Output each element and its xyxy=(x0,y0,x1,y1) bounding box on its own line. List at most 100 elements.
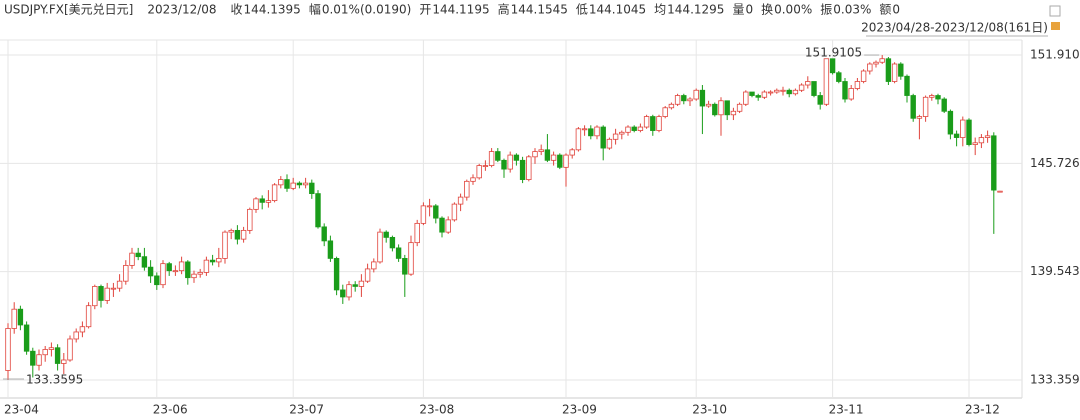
candle-body xyxy=(160,263,166,286)
candle-body xyxy=(42,349,48,356)
candle-body xyxy=(104,287,110,301)
candle-body xyxy=(30,350,36,366)
candle-body xyxy=(464,180,470,198)
candle-body xyxy=(408,242,414,275)
candle-body xyxy=(141,256,148,268)
candle-body xyxy=(755,95,761,98)
candle-body xyxy=(792,89,799,95)
candle-body xyxy=(451,203,458,221)
candle-body xyxy=(395,247,402,259)
candle-body xyxy=(234,229,241,240)
candle-body xyxy=(681,95,687,102)
candle-body xyxy=(569,149,575,156)
candle-body xyxy=(823,58,830,105)
candle-body xyxy=(842,81,848,100)
candle-body xyxy=(203,259,210,273)
candle-body xyxy=(228,229,234,233)
candle-body xyxy=(439,217,445,233)
candle-body xyxy=(507,154,513,170)
candle-body xyxy=(98,286,104,301)
candle-body xyxy=(321,226,327,242)
candle-body xyxy=(588,128,594,137)
candle-body xyxy=(829,58,836,74)
candle-body xyxy=(172,270,179,273)
candle-body xyxy=(420,205,427,224)
candle-body xyxy=(712,103,718,116)
candle-body xyxy=(457,196,464,205)
header-item: 振 xyxy=(820,3,832,17)
x-tick-label: 23-09 xyxy=(562,403,597,417)
candle-body xyxy=(526,156,532,180)
candle-body xyxy=(910,95,916,119)
header-item: 0.01%(0.0190) xyxy=(322,3,411,17)
header-item: USDJPY.FX[美元兑日元] xyxy=(4,3,133,17)
candle-body xyxy=(811,81,817,96)
y-tick-label: 139.5432 xyxy=(1030,264,1080,278)
candle-body xyxy=(123,265,129,282)
candle-body xyxy=(774,89,780,93)
candle-body xyxy=(550,154,557,161)
header-item: 低 xyxy=(576,3,588,17)
lock-icon[interactable] xyxy=(1051,22,1060,30)
candle-body xyxy=(36,354,42,366)
x-tick-label: 23-06 xyxy=(153,403,188,417)
date-range: 2023/04/28-2023/12/08(161日) xyxy=(861,21,1048,35)
settings-icon[interactable] xyxy=(1049,5,1061,17)
y-tick-label: 133.3595 xyxy=(1030,372,1080,386)
header-item: 均 xyxy=(654,3,666,17)
header-item: 高 xyxy=(498,2,510,17)
candle-body xyxy=(271,184,278,202)
candle-body xyxy=(656,116,662,131)
candle-body xyxy=(315,193,321,228)
x-tick-label: 23-08 xyxy=(419,403,454,417)
candle-body xyxy=(61,359,67,364)
candle-body xyxy=(798,84,805,91)
candle-body xyxy=(668,103,675,109)
candle-body xyxy=(383,231,389,238)
header-item: 144.1045 xyxy=(589,3,646,17)
candle-body xyxy=(873,61,879,65)
header-item: 144.1545 xyxy=(511,3,568,17)
candle-body xyxy=(767,91,774,94)
candle-body xyxy=(67,338,73,361)
candle-body xyxy=(278,179,284,186)
candle-body xyxy=(377,231,383,263)
candle-body xyxy=(296,182,303,186)
candle-body xyxy=(85,305,92,328)
candle-body xyxy=(110,287,117,290)
candle-body xyxy=(488,151,495,166)
candle-body xyxy=(532,151,538,158)
candle-body xyxy=(650,116,656,131)
candle-body xyxy=(216,258,222,263)
header-item: 144.1295 xyxy=(667,3,724,17)
candle-body xyxy=(805,81,811,86)
candle-body xyxy=(637,126,644,131)
candle-body xyxy=(519,159,526,180)
candle-body xyxy=(476,165,482,179)
candle-body xyxy=(724,100,730,116)
candle-body xyxy=(891,63,898,82)
candle-body xyxy=(749,91,755,96)
candle-body xyxy=(166,263,172,272)
x-tick-label: 23-07 xyxy=(289,403,324,417)
header-item: 开 xyxy=(419,3,431,17)
candle-body xyxy=(433,205,439,219)
candle-body xyxy=(209,259,216,263)
header-item: 0.03% xyxy=(833,3,871,17)
candle-body xyxy=(631,126,637,131)
candle-body xyxy=(674,95,681,105)
candle-body xyxy=(916,116,923,119)
candle-body xyxy=(222,231,228,259)
x-tick-label: 23-11 xyxy=(829,403,864,417)
header-item: 收 xyxy=(231,3,243,17)
candle-body xyxy=(191,273,197,279)
candle-body xyxy=(389,236,396,249)
candle-body xyxy=(705,103,712,107)
header-item: 幅 xyxy=(309,2,321,17)
candle-body xyxy=(699,89,706,107)
candle-body xyxy=(309,182,315,195)
y-tick-label: 145.7268 xyxy=(1030,156,1080,170)
candle-body xyxy=(966,119,972,145)
candle-body xyxy=(972,142,978,145)
